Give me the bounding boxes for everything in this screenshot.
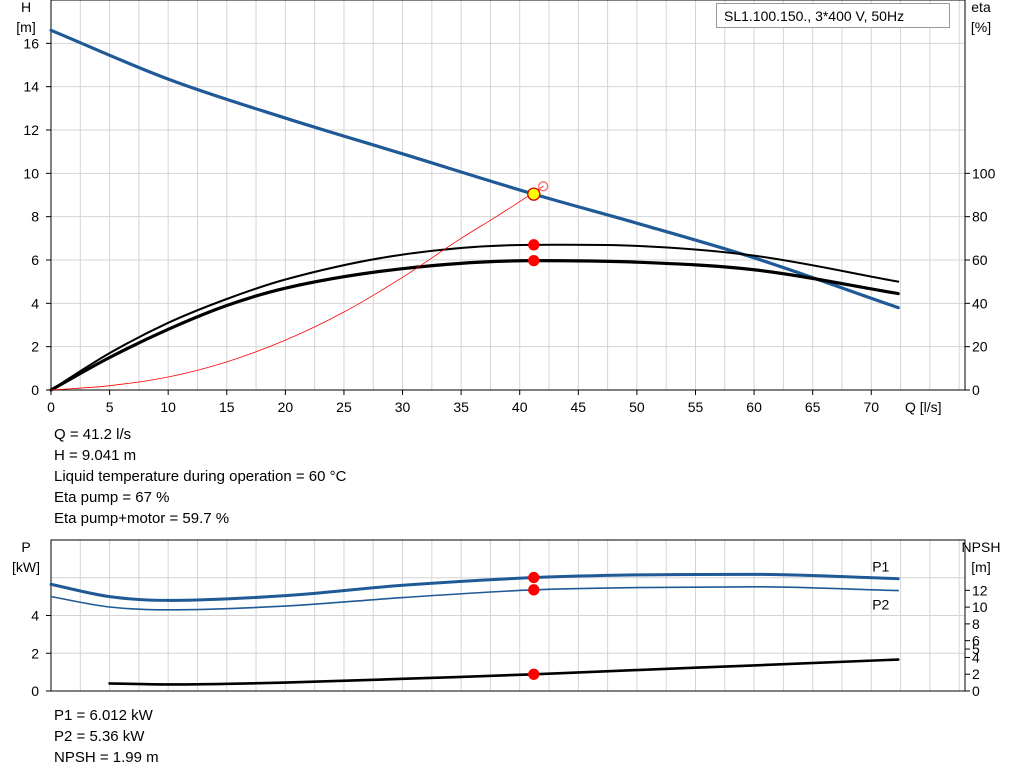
head-efficiency-xtick-label: 5: [106, 399, 114, 415]
power-npsh-ytick-label-right: 12: [972, 582, 988, 598]
head-efficiency-xtick-label: 0: [47, 399, 55, 415]
head-efficiency-series-H: [49, 28, 900, 310]
power-npsh-series-NPSH: [108, 658, 900, 686]
head-efficiency-xtick-label: 15: [219, 399, 235, 415]
power-npsh-ytick-label-left: 2: [31, 645, 39, 661]
head-efficiency-xtick-label: 30: [395, 399, 411, 415]
head-efficiency-xtick-label: 20: [278, 399, 294, 415]
head-efficiency-marker-1: [528, 239, 540, 251]
head-efficiency-ytick-label-right: 0: [972, 382, 980, 398]
power-npsh-ytick-label-right: 6: [972, 633, 980, 649]
head-efficiency-marker-3: [538, 181, 549, 192]
power-npsh-series-label-P2: P2: [872, 597, 889, 613]
head-efficiency-xtick-label: 10: [160, 399, 176, 415]
info-npsh: NPSH = 1.99 m: [54, 749, 159, 766]
info-p2: P2 = 5.36 kW: [54, 728, 145, 745]
head-efficiency-ylabel-left: H: [21, 0, 31, 15]
power-npsh-series-P2: [50, 586, 900, 611]
head-efficiency-xtick-label: 70: [863, 399, 879, 415]
power-npsh-ytick-label-right: 8: [972, 616, 980, 632]
head-efficiency-ytick-label-left: 2: [31, 339, 39, 355]
power-npsh-series-P1: [49, 572, 900, 602]
power-npsh-ytick-label-left: 4: [31, 608, 39, 624]
head-efficiency-ytick-label-left: 4: [31, 295, 39, 311]
head-efficiency-series-eta-pump: [50, 243, 900, 391]
head-efficiency-series-system-curve: [50, 185, 544, 391]
head-efficiency-ytick-label-right: 80: [972, 209, 988, 225]
head-efficiency-series-eta-pump-motor: [49, 259, 900, 392]
head-efficiency-ytick-label-left: 6: [31, 252, 39, 268]
head-efficiency-xtick-label: 55: [688, 399, 704, 415]
head-efficiency-ytick-label-left: 12: [23, 122, 39, 138]
power-npsh-ytick-label-right: 4: [972, 649, 980, 665]
pump-name-box: SL1.100.150., 3*400 V, 50Hz: [716, 3, 950, 28]
info-head: H = 9.041 m: [54, 447, 137, 464]
power-npsh-series-label-P1: P1: [872, 559, 889, 575]
head-efficiency-ytick-label-left: 10: [23, 165, 39, 181]
head-efficiency-xtick-label: 25: [336, 399, 352, 415]
info-flow: Q = 41.2 l/s: [54, 426, 132, 443]
head-efficiency-ytick-label-left: 16: [23, 35, 39, 51]
head-efficiency-xtick-label: 50: [629, 399, 645, 415]
upper-info-block: Q = 41.2 l/s H = 9.041 m Liquid temperat…: [54, 424, 346, 529]
power-npsh-ylabel-right-unit: [m]: [971, 559, 990, 575]
power-npsh-ylabel-left: P: [21, 539, 30, 555]
pump-name: SL1.100.150., 3*400 V, 50Hz: [724, 8, 905, 24]
power-npsh-marker-0: [528, 571, 540, 584]
power-npsh-marker-2: [528, 668, 540, 680]
head-efficiency-ytick-label-right: 40: [972, 295, 988, 311]
head-efficiency-xtick-label: 65: [805, 399, 821, 415]
head-efficiency-ytick-label-left: 8: [31, 209, 39, 225]
power-npsh-marker-1: [528, 584, 540, 596]
head-efficiency-xtick-label: 40: [512, 399, 528, 415]
info-eta-pump: Eta pump = 67 %: [54, 489, 170, 506]
lower-info-block: P1 = 6.012 kW P2 = 5.36 kW NPSH = 1.99 m: [54, 705, 159, 768]
power-npsh-ylabel-left-unit: [kW]: [12, 559, 40, 575]
info-eta-pump-motor: Eta pump+motor = 59.7 %: [54, 510, 230, 527]
head-efficiency-ytick-label-right: 60: [972, 252, 988, 268]
power-npsh-ytick-label-left: 0: [31, 683, 39, 699]
info-p1: P1 = 6.012 kW: [54, 707, 153, 724]
head-efficiency-marker-2: [528, 254, 540, 267]
head-efficiency-frame: [50, 0, 966, 391]
head-efficiency-xtick-label: 45: [571, 399, 587, 415]
head-efficiency-ytick-label-left: 0: [31, 382, 39, 398]
power-npsh-ytick-label-right: 10: [972, 599, 988, 615]
head-efficiency-xlabel: Q [l/s]: [905, 399, 942, 415]
head-efficiency-marker-0: [527, 187, 541, 201]
head-efficiency-ytick-label-right: 100: [972, 165, 996, 181]
head-efficiency-ylabel-right-unit: [%]: [971, 19, 991, 35]
head-efficiency-xtick-label: 35: [453, 399, 469, 415]
head-efficiency-ytick-label-right: 20: [972, 339, 988, 355]
head-efficiency-ylabel-left-unit: [m]: [16, 19, 35, 35]
head-efficiency-xtick-label: 60: [746, 399, 762, 415]
info-liquid-temp: Liquid temperature during operation = 60…: [54, 468, 347, 485]
head-efficiency-ytick-label-left: 14: [23, 79, 39, 95]
power-npsh-ytick-label-right: 5: [972, 641, 980, 657]
power-npsh-ytick-label-right: 2: [972, 666, 980, 682]
power-npsh-ytick-label-right: 0: [972, 683, 980, 699]
power-npsh-ylabel-right: NPSH: [962, 539, 1001, 555]
head-efficiency-ylabel-right: eta: [971, 0, 991, 15]
